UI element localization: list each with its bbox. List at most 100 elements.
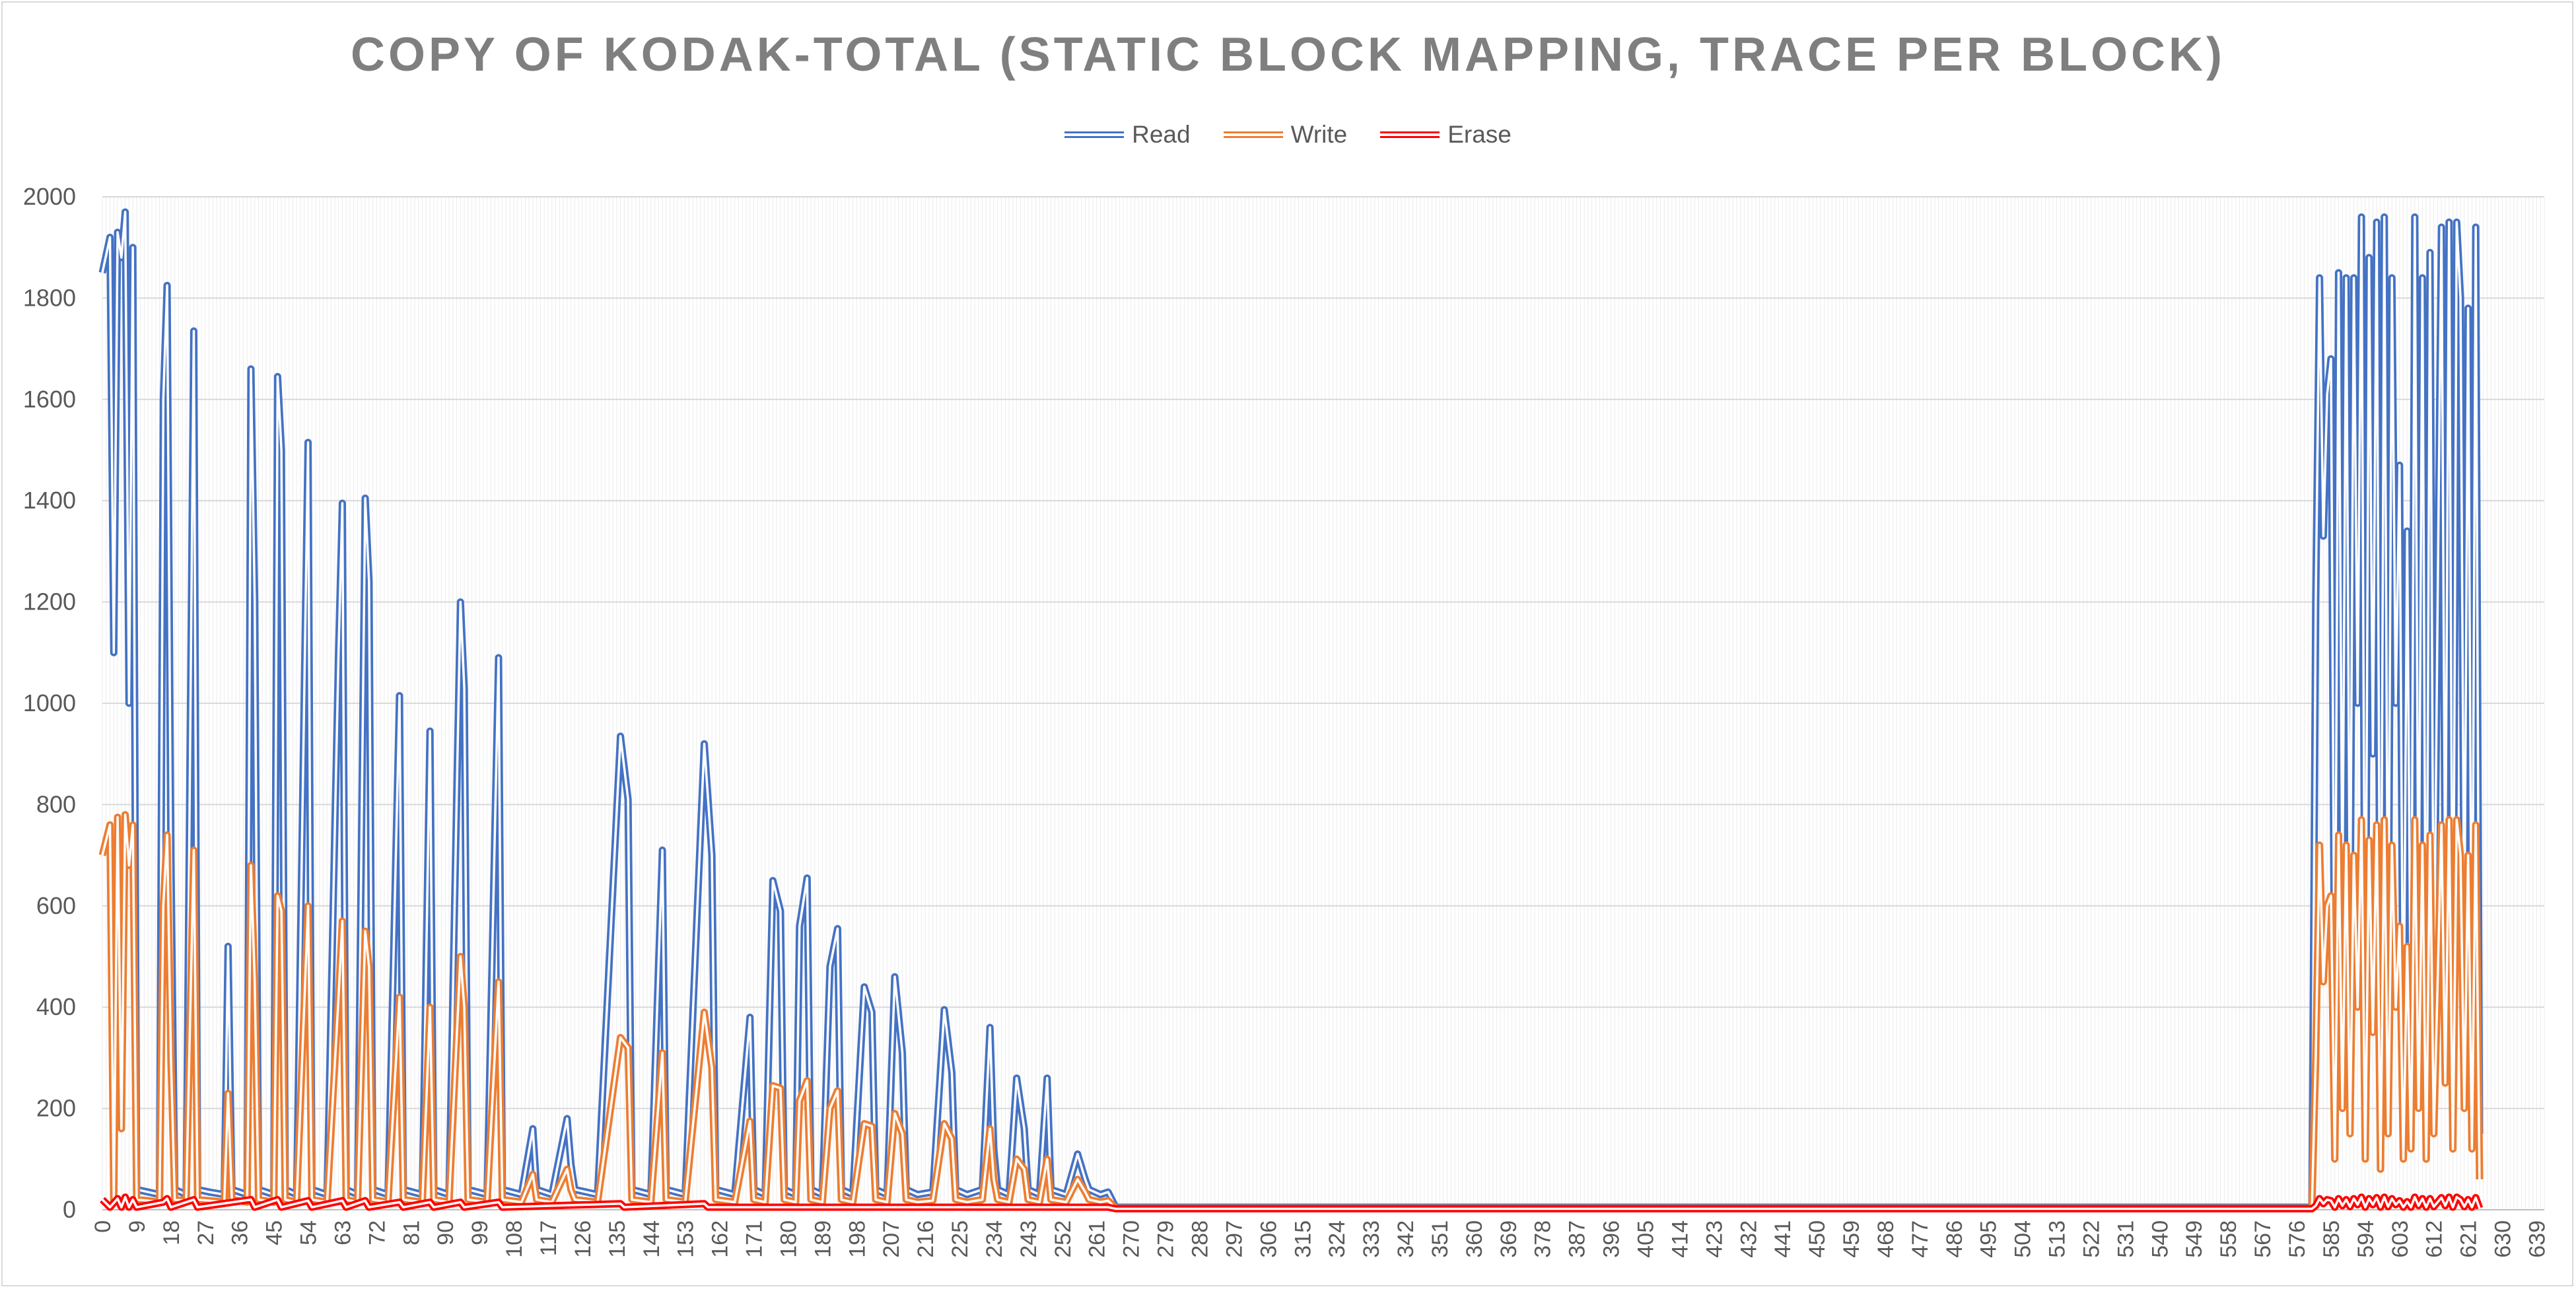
series-write bbox=[98, 811, 2484, 1212]
x-tick-label: 135 bbox=[605, 1220, 630, 1258]
x-tick-label: 90 bbox=[433, 1220, 458, 1245]
x-tick-label: 558 bbox=[2216, 1220, 2241, 1258]
x-tick-label: 315 bbox=[1290, 1220, 1315, 1258]
chart-title: COPY OF KODAK-TOTAL (STATIC BLOCK MAPPIN… bbox=[351, 28, 2225, 81]
x-tick-label: 486 bbox=[1942, 1220, 1967, 1258]
x-tick-label: 180 bbox=[776, 1220, 801, 1258]
legend-label-read: Read bbox=[1132, 121, 1191, 148]
x-tick-label: 153 bbox=[674, 1220, 699, 1258]
x-tick-label: 549 bbox=[2182, 1220, 2207, 1258]
x-tick-label: 405 bbox=[1633, 1220, 1658, 1258]
x-tick-label: 531 bbox=[2113, 1220, 2138, 1258]
x-tick-label: 540 bbox=[2147, 1220, 2173, 1258]
legend-item-erase: Erase bbox=[1380, 121, 1512, 149]
x-tick-label: 495 bbox=[1976, 1220, 2002, 1258]
x-tick-label: 27 bbox=[193, 1220, 219, 1245]
x-tick-label: 360 bbox=[1462, 1220, 1487, 1258]
chart-legend: Read Write Erase bbox=[0, 121, 2576, 149]
series-line-inner-read bbox=[101, 211, 2481, 1208]
y-tick-label: 1000 bbox=[23, 689, 76, 716]
x-tick-label: 414 bbox=[1667, 1220, 1692, 1258]
x-tick-label: 504 bbox=[2011, 1220, 2036, 1258]
y-tick-label: 200 bbox=[36, 1095, 76, 1122]
x-tick-label: 18 bbox=[159, 1220, 184, 1245]
x-tick-label: 288 bbox=[1188, 1220, 1213, 1258]
legend-label-write: Write bbox=[1290, 121, 1348, 148]
legend-label-erase: Erase bbox=[1447, 121, 1512, 148]
x-tick-label: 144 bbox=[639, 1220, 664, 1258]
x-axis-ticks: 0 9 18 27 36 45 54 63 72 81 90 99 108 117 126 135 144 153… bbox=[90, 1220, 2550, 1258]
x-tick-label: 225 bbox=[948, 1220, 973, 1258]
x-tick-label: 441 bbox=[1770, 1220, 1795, 1258]
x-tick-label: 99 bbox=[468, 1220, 493, 1245]
y-axis-ticks: 0 200 400 600 800 1000 1200 1400 1600 1800 2000 bbox=[23, 183, 76, 1223]
y-tick-label: 400 bbox=[36, 993, 76, 1020]
x-tick-label: 333 bbox=[1359, 1220, 1384, 1258]
x-tick-label: 513 bbox=[2045, 1220, 2070, 1258]
x-tick-label: 603 bbox=[2388, 1220, 2413, 1258]
x-tick-label: 279 bbox=[1154, 1220, 1179, 1258]
x-tick-label: 198 bbox=[845, 1220, 870, 1258]
x-tick-label: 189 bbox=[810, 1220, 835, 1258]
x-tick-label: 567 bbox=[2250, 1220, 2276, 1258]
x-tick-label: 324 bbox=[1325, 1220, 1350, 1258]
x-tick-label: 432 bbox=[1736, 1220, 1761, 1258]
x-tick-label: 270 bbox=[1119, 1220, 1144, 1258]
x-tick-label: 72 bbox=[365, 1220, 390, 1245]
x-tick-label: 396 bbox=[1599, 1220, 1624, 1258]
x-tick-label: 63 bbox=[330, 1220, 355, 1245]
x-tick-label: 585 bbox=[2319, 1220, 2344, 1258]
x-tick-label: 81 bbox=[399, 1220, 424, 1245]
y-tick-label: 600 bbox=[36, 892, 76, 919]
series-line-inner-erase bbox=[101, 1196, 2481, 1210]
y-tick-label: 800 bbox=[36, 790, 76, 818]
x-tick-label: 612 bbox=[2422, 1220, 2447, 1258]
x-tick-label: 54 bbox=[296, 1220, 322, 1245]
x-tick-label: 45 bbox=[262, 1220, 287, 1245]
x-tick-label: 639 bbox=[2524, 1220, 2550, 1258]
x-tick-label: 477 bbox=[1908, 1220, 1933, 1258]
x-tick-label: 576 bbox=[2285, 1220, 2310, 1258]
x-tick-label: 630 bbox=[2491, 1220, 2516, 1258]
x-tick-label: 351 bbox=[1428, 1220, 1453, 1258]
x-tick-label: 306 bbox=[1256, 1220, 1281, 1258]
x-tick-label: 9 bbox=[125, 1220, 150, 1233]
y-tick-label: 2000 bbox=[23, 183, 76, 210]
x-tick-label: 216 bbox=[913, 1220, 938, 1258]
x-tick-label: 117 bbox=[536, 1220, 561, 1256]
y-tick-label: 1200 bbox=[23, 588, 76, 615]
x-tick-label: 369 bbox=[1496, 1220, 1521, 1258]
x-tick-label: 621 bbox=[2456, 1220, 2482, 1258]
x-tick-label: 459 bbox=[1839, 1220, 1864, 1258]
y-tick-label: 0 bbox=[63, 1196, 76, 1223]
x-tick-label: 468 bbox=[1873, 1220, 1898, 1258]
legend-swatch-write bbox=[1223, 131, 1283, 138]
x-tick-label: 378 bbox=[1531, 1220, 1556, 1258]
x-tick-label: 450 bbox=[1805, 1220, 1830, 1258]
x-tick-label: 594 bbox=[2353, 1220, 2379, 1258]
x-tick-label: 126 bbox=[571, 1220, 596, 1258]
x-tick-label: 0 bbox=[90, 1220, 116, 1233]
x-tick-label: 171 bbox=[742, 1220, 767, 1258]
x-tick-label: 297 bbox=[1222, 1220, 1247, 1258]
x-tick-label: 243 bbox=[1016, 1220, 1041, 1258]
series-read bbox=[98, 208, 2484, 1211]
series-line-inner-write bbox=[101, 813, 2481, 1210]
x-tick-label: 522 bbox=[2079, 1220, 2104, 1258]
legend-swatch-erase bbox=[1380, 131, 1440, 138]
y-tick-label: 1400 bbox=[23, 487, 76, 514]
x-tick-label: 234 bbox=[982, 1220, 1007, 1258]
legend-swatch-read bbox=[1064, 131, 1125, 138]
x-tick-label: 36 bbox=[228, 1220, 253, 1245]
x-tick-label: 207 bbox=[879, 1220, 904, 1258]
legend-item-write: Write bbox=[1223, 121, 1348, 149]
x-tick-label: 342 bbox=[1393, 1220, 1418, 1258]
x-tick-label: 261 bbox=[1085, 1220, 1110, 1258]
x-tick-label: 423 bbox=[1702, 1220, 1727, 1258]
x-tick-label: 162 bbox=[708, 1220, 733, 1258]
y-tick-label: 1800 bbox=[23, 284, 76, 311]
y-tick-label: 1600 bbox=[23, 386, 76, 413]
x-tick-label: 252 bbox=[1051, 1220, 1076, 1258]
series-lines bbox=[98, 208, 2484, 1212]
